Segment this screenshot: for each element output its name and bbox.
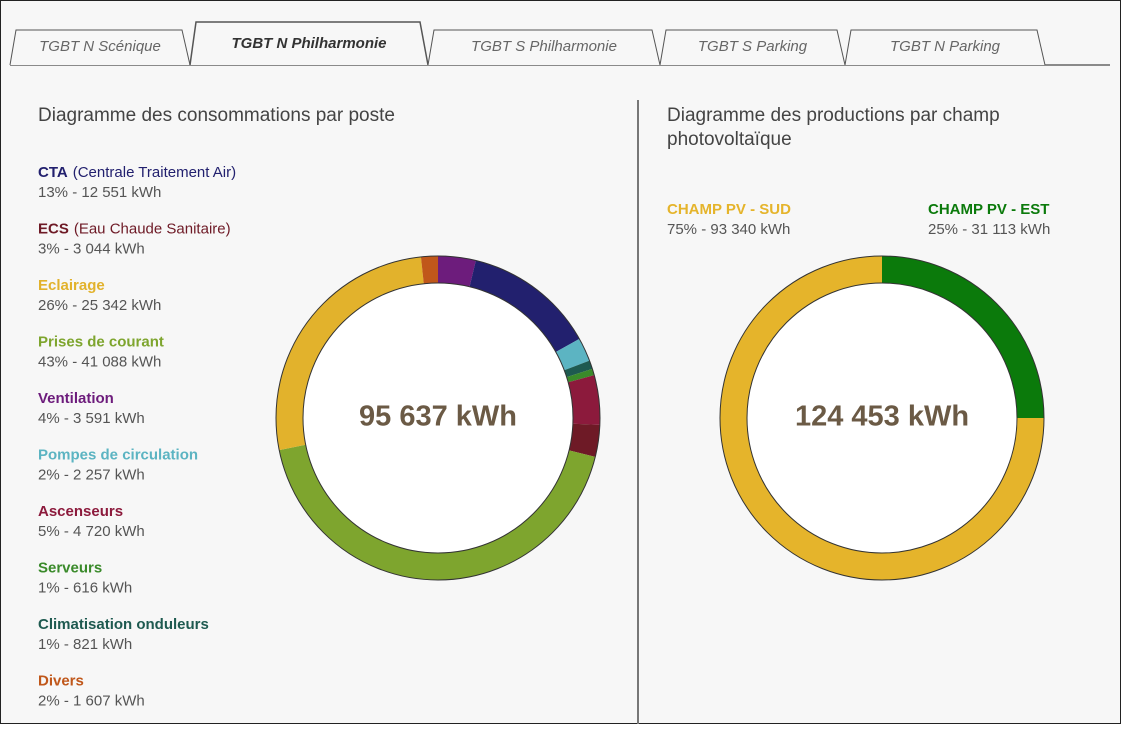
- donut-segment: [469, 260, 580, 353]
- donut-segment: [420, 256, 438, 284]
- tab-label[interactable]: TGBT N Parking: [890, 38, 1001, 55]
- tab-label[interactable]: TGBT N Scénique: [39, 38, 161, 55]
- legend-value: 4% - 3 591 kWh: [38, 410, 145, 427]
- tab-label[interactable]: TGBT S Parking: [698, 38, 808, 55]
- legend-name: Climatisation onduleurs: [38, 616, 209, 633]
- legend-value: 2% - 1 607 kWh: [38, 692, 145, 709]
- chart-title: Diagramme des productions par champ photo…: [667, 105, 1000, 150]
- donut-segment: [564, 360, 593, 378]
- legend-name: CHAMP PV - EST: [928, 201, 1049, 218]
- chart-title: Diagramme des consommations par poste: [38, 105, 395, 126]
- legend-value: 26% - 25 342 kWh: [38, 297, 161, 314]
- tab-label[interactable]: TGBT N Philharmonie: [231, 35, 386, 52]
- tab[interactable]: [427, 29, 661, 66]
- legend-name: Ascenseurs: [38, 503, 123, 520]
- donut-hole: [302, 282, 574, 554]
- tab-label[interactable]: TGBT S Philharmonie: [471, 38, 617, 55]
- legend-description: (Centrale Traitement Air): [73, 164, 236, 181]
- legend-name: ECS: [38, 220, 69, 237]
- donut-segment: [569, 423, 600, 457]
- legend-value: 1% - 821 kWh: [38, 636, 132, 653]
- donut-segment: [279, 444, 596, 580]
- donut-segment: [566, 368, 595, 383]
- legend-name: CHAMP PV - SUD: [667, 201, 791, 218]
- donut-segment: [882, 256, 1044, 418]
- legend-value: 5% - 4 720 kWh: [38, 523, 145, 540]
- legend-name: Pompes de circulation: [38, 446, 198, 463]
- legend-value: 75% - 93 340 kWh: [667, 221, 790, 238]
- legend-name: CTA: [38, 164, 68, 181]
- legend-name: Divers: [38, 672, 84, 689]
- donut-segment: [438, 256, 476, 287]
- legend-name: Eclairage: [38, 277, 105, 294]
- legend-value: 13% - 12 551 kWh: [38, 184, 161, 201]
- legend-description: (Eau Chaude Sanitaire): [74, 220, 231, 237]
- legend-value: 25% - 31 113 kWh: [928, 221, 1050, 238]
- legend-name: Serveurs: [38, 559, 102, 576]
- legend-value: 2% - 2 257 kWh: [38, 466, 145, 483]
- tab[interactable]: [9, 29, 191, 66]
- donut-segment: [555, 338, 590, 371]
- tab[interactable]: [189, 21, 429, 66]
- tab[interactable]: [659, 29, 846, 66]
- donut-segment: [276, 256, 424, 451]
- donut-outline: [719, 255, 1045, 581]
- donut-segment: [568, 375, 600, 425]
- legend-value: 1% - 616 kWh: [38, 579, 132, 596]
- legend-name: Ventilation: [38, 390, 114, 407]
- legend-value: 43% - 41 088 kWh: [38, 353, 161, 370]
- tab[interactable]: [844, 29, 1046, 66]
- center-total: 95 637 kWh: [359, 401, 517, 433]
- center-total: 124 453 kWh: [795, 401, 969, 433]
- donut-hole: [746, 282, 1018, 554]
- legend-name: Prises de courant: [38, 333, 164, 350]
- donut-outline: [275, 255, 601, 581]
- legend-value: 3% - 3 044 kWh: [38, 240, 145, 257]
